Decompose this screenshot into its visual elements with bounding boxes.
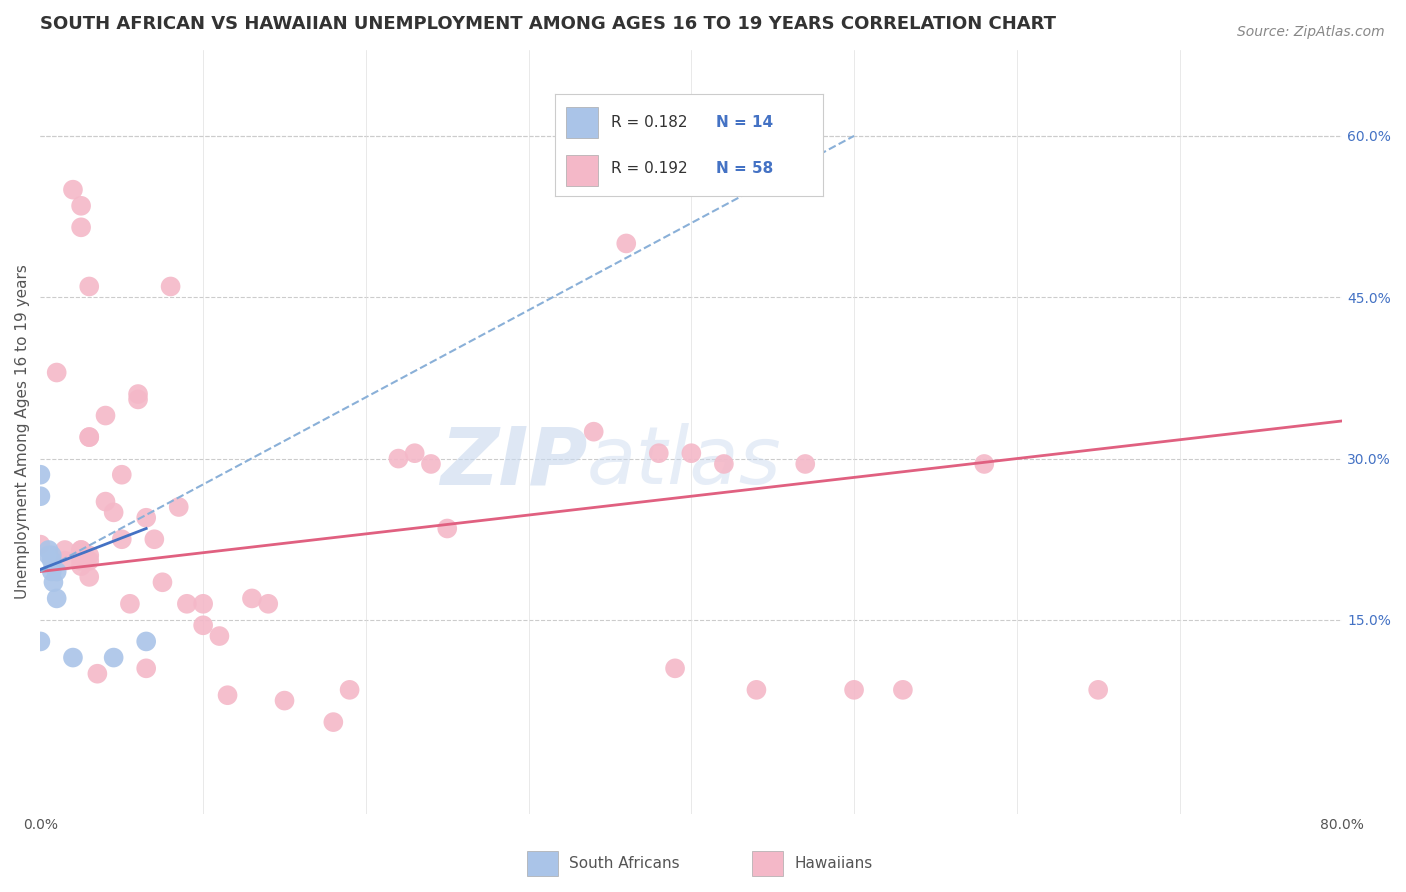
Point xyxy=(30,489,52,503)
Point xyxy=(191,618,214,632)
Point xyxy=(103,650,125,665)
Point xyxy=(322,715,344,730)
FancyBboxPatch shape xyxy=(567,107,598,137)
Text: R = 0.192: R = 0.192 xyxy=(612,161,688,176)
Point xyxy=(70,543,93,558)
Point xyxy=(794,457,817,471)
Point xyxy=(38,549,60,563)
Point xyxy=(77,430,100,444)
Point xyxy=(420,457,443,471)
Point xyxy=(77,430,100,444)
Point xyxy=(118,597,141,611)
Point xyxy=(159,279,181,293)
Point xyxy=(41,565,63,579)
Point xyxy=(842,682,865,697)
Point xyxy=(77,570,100,584)
Point xyxy=(191,597,214,611)
Point xyxy=(70,199,93,213)
Point xyxy=(208,629,231,643)
Point xyxy=(387,451,409,466)
Point xyxy=(94,409,117,423)
Text: N = 58: N = 58 xyxy=(716,161,773,176)
Point xyxy=(70,220,93,235)
Point xyxy=(135,661,157,675)
Point xyxy=(41,549,63,563)
Point xyxy=(30,634,52,648)
Point xyxy=(111,467,134,482)
Text: N = 14: N = 14 xyxy=(716,115,773,130)
Point xyxy=(127,392,149,407)
Point xyxy=(70,559,93,574)
Text: South Africans: South Africans xyxy=(569,856,681,871)
Point xyxy=(30,467,52,482)
Text: Hawaiians: Hawaiians xyxy=(794,856,873,871)
Point xyxy=(648,446,671,460)
Point xyxy=(53,543,76,558)
Point xyxy=(77,554,100,568)
Point xyxy=(240,591,263,606)
Point xyxy=(436,521,458,535)
Point xyxy=(45,591,67,606)
Point xyxy=(176,597,198,611)
Point xyxy=(582,425,605,439)
Point xyxy=(86,666,108,681)
Point xyxy=(614,236,637,251)
Y-axis label: Unemployment Among Ages 16 to 19 years: Unemployment Among Ages 16 to 19 years xyxy=(15,264,30,599)
Point xyxy=(70,554,93,568)
Point xyxy=(713,457,735,471)
Text: atlas: atlas xyxy=(588,423,782,501)
Point xyxy=(41,554,63,568)
Point xyxy=(30,538,52,552)
Point xyxy=(257,597,280,611)
Point xyxy=(135,510,157,524)
Point xyxy=(167,500,190,514)
Point xyxy=(217,688,239,702)
Point xyxy=(891,682,914,697)
Point xyxy=(77,549,100,563)
Point xyxy=(38,543,60,558)
Point xyxy=(273,693,295,707)
Point xyxy=(681,446,703,460)
Text: SOUTH AFRICAN VS HAWAIIAN UNEMPLOYMENT AMONG AGES 16 TO 19 YEARS CORRELATION CHA: SOUTH AFRICAN VS HAWAIIAN UNEMPLOYMENT A… xyxy=(41,15,1056,33)
Point xyxy=(42,575,65,590)
Text: Source: ZipAtlas.com: Source: ZipAtlas.com xyxy=(1237,25,1385,39)
Point xyxy=(127,387,149,401)
Point xyxy=(973,457,995,471)
Text: R = 0.182: R = 0.182 xyxy=(612,115,688,130)
Point xyxy=(62,183,84,197)
Point xyxy=(1087,682,1109,697)
Point xyxy=(664,661,686,675)
Point xyxy=(339,682,361,697)
Point xyxy=(62,650,84,665)
Point xyxy=(45,565,67,579)
Point xyxy=(103,505,125,519)
Text: ZIP: ZIP xyxy=(440,423,588,501)
Point xyxy=(45,366,67,380)
Point xyxy=(404,446,426,460)
Point xyxy=(53,554,76,568)
Point xyxy=(745,682,768,697)
FancyBboxPatch shape xyxy=(567,155,598,186)
Point xyxy=(143,533,166,547)
Point xyxy=(111,533,134,547)
Point xyxy=(77,279,100,293)
Point xyxy=(70,543,93,558)
Point xyxy=(94,494,117,508)
Point xyxy=(135,634,157,648)
Point xyxy=(152,575,174,590)
